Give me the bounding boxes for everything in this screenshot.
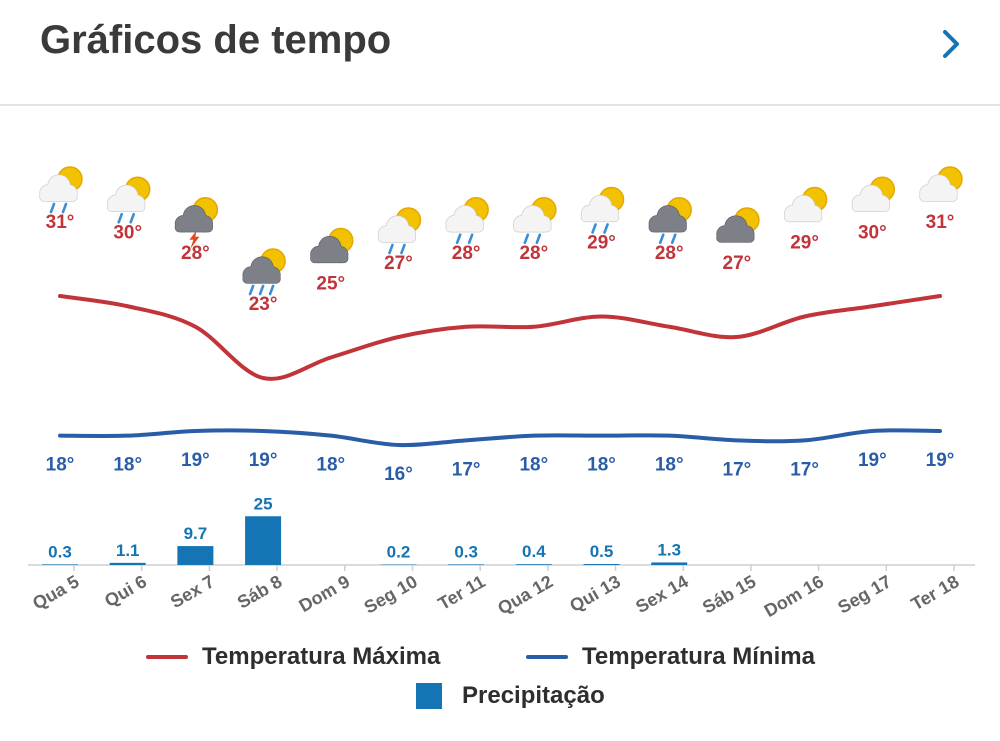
min-temp-label: 18° xyxy=(46,455,75,476)
max-temp-label: 31° xyxy=(926,212,955,233)
min-temp-label: 19° xyxy=(858,450,887,471)
x-tick-label: Sex 7 xyxy=(167,571,218,612)
precip-bar[interactable] xyxy=(245,516,282,565)
min-temp-label: 17° xyxy=(452,459,481,480)
min-temp-label: 18° xyxy=(519,455,548,476)
legend-label-precip: Precipitação xyxy=(462,682,605,709)
precip-label: 1.1 xyxy=(116,541,140,560)
x-tick-label: Qui 13 xyxy=(566,571,624,616)
precip-label: 0.3 xyxy=(48,542,72,561)
legend-item-max[interactable]: Temperatura Máxima xyxy=(146,643,440,671)
sun-cloud-icon xyxy=(851,176,896,212)
min-temp-label: 18° xyxy=(655,455,684,476)
max-temp-label: 28° xyxy=(181,243,210,264)
max-temp-label: 29° xyxy=(790,233,819,254)
precip-label: 1.3 xyxy=(657,540,681,559)
precip-bar[interactable] xyxy=(583,564,620,565)
precip-bar[interactable] xyxy=(448,564,485,565)
chevron-right-icon[interactable] xyxy=(936,24,966,64)
max-temp-label: 27° xyxy=(723,253,752,274)
precip-label: 0.5 xyxy=(590,542,614,561)
min-temperature-line xyxy=(58,428,942,448)
page-title: Gráficos de tempo xyxy=(40,18,392,62)
header: Gráficos de tempo xyxy=(0,0,1000,106)
x-tick-label: Qui 6 xyxy=(101,571,150,611)
max-temperature-line xyxy=(58,294,942,381)
sun-cloud-icon xyxy=(919,166,963,202)
min-temp-label: 18° xyxy=(587,455,616,476)
sun-cloud-rain-icon xyxy=(513,197,557,245)
min-temp-label: 17° xyxy=(723,459,752,480)
x-tick-label: Seg 17 xyxy=(834,571,894,617)
precip-bar[interactable] xyxy=(515,564,552,565)
min-temp-label: 17° xyxy=(790,459,819,480)
max-temp-label: 29° xyxy=(587,233,616,254)
legend-item-min[interactable]: Temperatura Mínima xyxy=(526,643,815,671)
max-temp-label: 28° xyxy=(519,243,548,264)
min-temp-label: 18° xyxy=(113,455,142,476)
sun-cloud-rain-icon xyxy=(39,166,83,214)
max-temp-label: 30° xyxy=(113,222,142,243)
sun-dark-cloud-icon xyxy=(716,207,760,243)
legend-label-max: Temperatura Máxima xyxy=(202,643,441,670)
sun-cloud-rain-icon xyxy=(377,207,422,255)
precip-bar[interactable] xyxy=(177,546,214,565)
sun-cloud-heavy-rain-icon xyxy=(242,248,286,296)
precip-label: 0.3 xyxy=(454,542,478,561)
x-tick-label: Sáb 8 xyxy=(234,571,286,612)
sun-cloud-rain-icon xyxy=(580,186,625,234)
legend-item-precip[interactable]: Precipitação xyxy=(416,682,605,710)
precip-bar[interactable] xyxy=(42,564,78,565)
precip-bar[interactable] xyxy=(109,562,146,565)
legend-label-min: Temperatura Mínima xyxy=(582,643,815,670)
sun-thunder-cloud-icon xyxy=(174,197,219,249)
x-tick-label: Sex 14 xyxy=(632,571,691,617)
legend-line-max-icon xyxy=(146,655,188,659)
sun-cloud-rain-icon xyxy=(107,176,151,224)
precip-label: 9.7 xyxy=(184,524,208,543)
max-temp-label: 27° xyxy=(384,253,413,274)
x-tick-label: Dom 16 xyxy=(761,571,827,621)
precip-bar[interactable] xyxy=(651,562,688,565)
x-tick-label: Sáb 15 xyxy=(699,571,759,617)
x-tick-label: Seg 10 xyxy=(361,571,421,617)
min-temp-label: 19° xyxy=(181,450,210,471)
sun-cloud-icon xyxy=(784,186,828,223)
min-temp-label: 19° xyxy=(249,450,278,471)
weather-chart: 31° 30° 28° 23° 25° 27° 28° 28° 29° 28° 27° 29° 30° 3… xyxy=(28,166,975,621)
max-temp-label: 30° xyxy=(858,222,887,243)
sun-cloud-rain-icon xyxy=(445,197,489,245)
min-temp-label: 18° xyxy=(316,455,345,476)
sun-dark-cloud-icon xyxy=(310,227,354,264)
max-temp-label: 28° xyxy=(452,243,481,264)
x-tick-label: Qua 12 xyxy=(494,571,556,618)
min-temp-label: 16° xyxy=(384,464,413,485)
legend: Temperatura Máxima Temperatura Mínima Pr… xyxy=(0,636,1000,741)
x-tick-label: Qua 5 xyxy=(29,571,82,613)
max-temp-label: 31° xyxy=(46,212,75,233)
max-temp-label: 23° xyxy=(249,294,278,315)
legend-line-min-icon xyxy=(526,655,568,659)
legend-box-precip-icon xyxy=(416,683,442,709)
x-tick-label: Ter 11 xyxy=(435,571,489,614)
x-tick-label: Dom 9 xyxy=(296,571,354,616)
max-temp-label: 25° xyxy=(316,274,345,295)
min-temp-label: 19° xyxy=(926,450,955,471)
x-tick-label: Ter 18 xyxy=(908,571,963,614)
sun-dark-cloud-rain-icon xyxy=(648,197,692,245)
precip-label: 25 xyxy=(254,494,273,513)
precip-label: 0.4 xyxy=(522,542,546,561)
precip-label: 0.2 xyxy=(387,543,411,562)
max-temp-label: 28° xyxy=(655,243,684,264)
